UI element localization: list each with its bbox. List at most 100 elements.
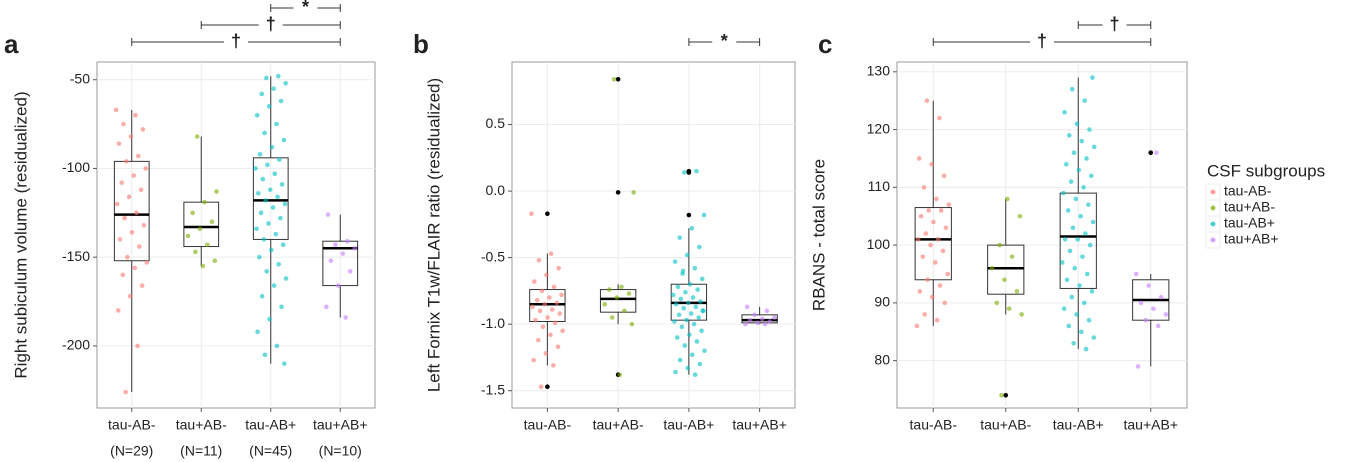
y-tick-label: 100	[867, 236, 891, 252]
data-point	[551, 284, 557, 290]
data-point	[1064, 161, 1069, 167]
data-point	[1069, 86, 1075, 92]
data-point	[343, 315, 348, 320]
outlier	[686, 212, 692, 218]
data-point	[113, 107, 119, 113]
data-point	[1076, 167, 1082, 173]
data-point	[544, 272, 549, 278]
data-point	[262, 352, 268, 358]
data-point	[617, 372, 623, 378]
data-point	[272, 171, 278, 177]
data-point	[1084, 271, 1090, 277]
box	[987, 244, 1025, 295]
data-point	[676, 312, 682, 318]
data-point	[335, 283, 341, 288]
data-point	[1077, 283, 1082, 288]
data-point	[941, 173, 947, 179]
data-point	[209, 219, 215, 224]
data-point	[692, 372, 698, 378]
data-point	[122, 215, 127, 221]
data-point	[131, 173, 136, 178]
data-point	[135, 343, 140, 349]
data-point	[685, 365, 690, 371]
data-point	[938, 208, 944, 213]
data-point	[261, 237, 267, 242]
data-point	[688, 311, 694, 316]
data-point	[274, 121, 279, 127]
data-point	[205, 242, 210, 248]
data-point	[674, 335, 680, 340]
data-point	[942, 300, 948, 306]
data-point	[1071, 150, 1077, 155]
data-point	[682, 170, 687, 175]
y-tick-label: 80	[874, 351, 890, 367]
data-point	[1091, 144, 1097, 150]
data-point	[545, 315, 550, 320]
data-point	[268, 247, 274, 253]
data-point	[120, 272, 126, 278]
data-point	[683, 289, 688, 295]
data-point	[921, 185, 927, 190]
outlier	[545, 384, 550, 390]
data-point	[1006, 306, 1012, 311]
data-point	[547, 295, 552, 300]
data-point	[140, 127, 146, 132]
x-tick-label: tau-AB+	[663, 417, 714, 433]
data-point	[607, 287, 612, 292]
data-point	[1078, 213, 1083, 219]
data-point	[278, 98, 284, 104]
data-point	[1089, 289, 1095, 294]
plot-border	[896, 61, 1188, 409]
data-point	[194, 134, 200, 139]
data-point	[622, 308, 627, 314]
data-point	[560, 328, 565, 334]
y-tick-label: 0.5	[486, 115, 506, 131]
panel-label: c	[818, 29, 832, 59]
data-point	[141, 222, 147, 228]
data-point	[1074, 312, 1079, 317]
data-point	[945, 271, 951, 277]
legend-swatch	[1210, 189, 1216, 195]
data-point	[926, 208, 932, 213]
data-point	[537, 308, 543, 314]
data-point	[1066, 133, 1072, 138]
data-point	[923, 231, 929, 236]
data-point	[539, 288, 545, 294]
outlier	[615, 190, 621, 195]
data-point	[128, 134, 134, 139]
data-point	[132, 265, 138, 271]
data-point	[744, 304, 750, 310]
data-point	[1009, 254, 1015, 259]
x-tick-label: tau-AB+	[1053, 417, 1104, 433]
box	[914, 207, 952, 281]
data-point	[127, 293, 133, 299]
data-point	[532, 279, 537, 284]
y-tick-label: -50	[70, 70, 90, 86]
data-point	[126, 194, 132, 200]
y-tick-label: 130	[867, 63, 891, 79]
data-point	[282, 201, 288, 207]
box	[183, 201, 220, 248]
x-tick-label: tau+AB+	[1124, 417, 1179, 433]
outlier	[615, 77, 621, 82]
data-point	[258, 210, 264, 216]
data-point	[1083, 231, 1088, 236]
data-point	[255, 191, 261, 196]
data-point	[626, 291, 632, 296]
data-point	[696, 315, 702, 320]
data-point	[135, 153, 141, 159]
x-tick-label: tau+AB+	[732, 417, 787, 433]
y-tick-label: -0.5	[481, 248, 505, 264]
plot-border	[511, 61, 796, 409]
data-point	[701, 212, 707, 218]
data-point	[534, 297, 540, 303]
data-point	[531, 357, 536, 363]
data-point	[190, 210, 195, 216]
significance-label: *	[302, 0, 309, 17]
data-point	[602, 301, 607, 307]
y-tick-label: -1.5	[481, 381, 505, 397]
data-point	[133, 112, 138, 118]
data-point	[940, 248, 946, 254]
data-point	[1062, 109, 1067, 115]
data-point	[689, 352, 695, 358]
